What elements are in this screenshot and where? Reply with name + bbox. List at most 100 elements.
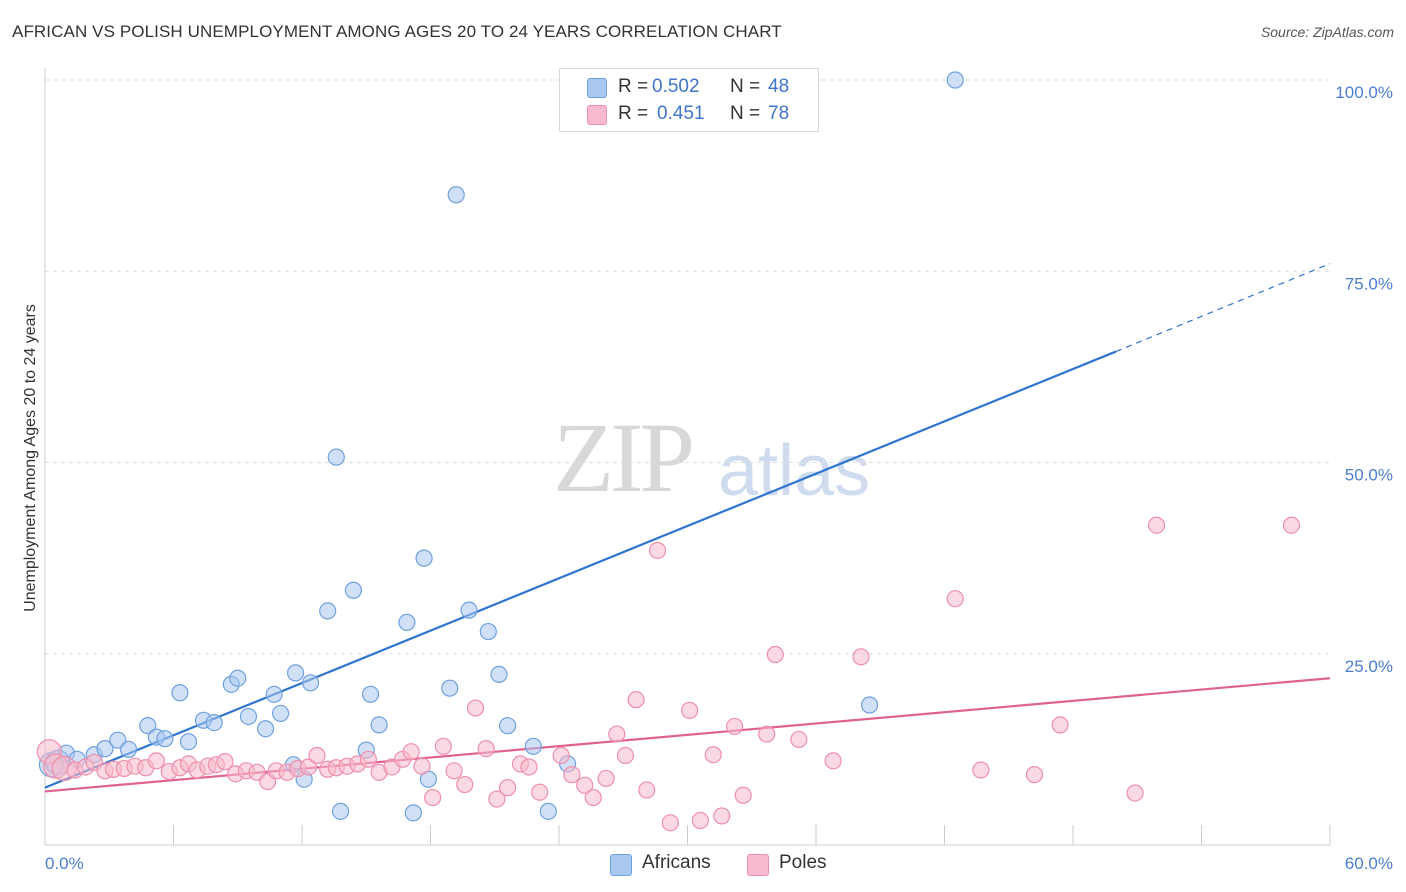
poles-point (627, 691, 645, 709)
poles-point (359, 750, 377, 768)
africans-point (229, 669, 247, 687)
africans-point (539, 802, 557, 820)
poles-point (584, 788, 602, 807)
africans-point (404, 804, 422, 822)
poles-point (402, 743, 420, 761)
y-tick-label: 50.0% (1345, 466, 1393, 485)
y-tick-label: 100.0% (1335, 83, 1393, 102)
watermark-zip: ZIP (553, 402, 695, 513)
legend-row-africans: R = 0.502 N = 48 (560, 73, 818, 101)
grid-lines (45, 79, 1330, 655)
poles-point (608, 725, 626, 743)
r-value: 0.502 (652, 76, 700, 97)
poles-point (413, 757, 431, 775)
poles-point (445, 762, 463, 780)
poles-point (616, 746, 634, 765)
poles-point (638, 781, 656, 799)
africans-point (156, 730, 174, 748)
poles-point (520, 758, 538, 776)
africans-point (265, 685, 283, 703)
poles-swatch (587, 105, 607, 125)
poles-point (824, 752, 842, 770)
y-axis-label: Unemployment Among Ages 20 to 24 years (22, 304, 39, 612)
legend-label: Africans (642, 852, 711, 873)
poles-point (648, 541, 667, 560)
poles-point (424, 788, 442, 807)
legend-row-poles: R = 0.451 N = 78 (560, 100, 818, 128)
poles-point (734, 786, 752, 804)
africans-point (331, 802, 350, 820)
poles-point (216, 753, 234, 771)
n-label: N = (730, 103, 761, 124)
poles-point (499, 779, 517, 797)
poles-point (1147, 516, 1166, 534)
poles-point (456, 775, 474, 794)
poles-point (766, 645, 784, 664)
africans-trend-line (44, 350, 1117, 789)
poles-point (713, 807, 731, 825)
africans-point (447, 186, 465, 204)
africans-point (327, 448, 345, 466)
africans-point (415, 549, 433, 567)
poles-point (661, 814, 679, 832)
axes (44, 68, 1331, 846)
poles-point (552, 746, 570, 765)
n-label: N = (730, 76, 761, 97)
africans-point (256, 720, 275, 738)
africans-point (441, 679, 459, 697)
africans-trend-extension (1115, 263, 1331, 353)
poles-point (758, 725, 776, 743)
africans-point (361, 685, 380, 703)
tick-labels: 25.0% 50.0% 75.0% 100.0% 0.0% 60.0% (45, 83, 1393, 873)
data-points (36, 71, 1301, 832)
poles-point (434, 737, 452, 755)
poles-point (1025, 766, 1044, 784)
watermark-atlas: atlas (718, 431, 871, 511)
poles-point (972, 761, 990, 779)
africans-point (271, 704, 290, 723)
poles-point (147, 752, 165, 770)
africans-point (370, 716, 388, 734)
poles-point (790, 730, 808, 749)
africans-swatch (610, 854, 632, 876)
africans-point (398, 613, 416, 631)
africans-point (460, 601, 478, 619)
africans-point (301, 674, 320, 692)
poles-point (726, 717, 744, 736)
poles-point (946, 590, 964, 608)
africans-point (524, 737, 542, 755)
africans-point (286, 664, 305, 682)
africans-swatch (587, 78, 607, 98)
africans-point (139, 717, 157, 735)
chart-title: AFRICAN VS POLISH UNEMPLOYMENT AMONG AGE… (12, 22, 782, 41)
y-tick-label: 25.0% (1345, 657, 1393, 676)
correlation-legend: R = 0.502 N = 48 R = 0.451 N = 78 (559, 68, 819, 132)
africans-point (179, 733, 198, 751)
africans-point (499, 717, 517, 735)
poles-point (704, 746, 722, 764)
poles-point (531, 783, 549, 801)
africans-point (319, 602, 337, 620)
poles-point (576, 776, 594, 794)
r-label: R = (618, 76, 649, 97)
legend-label: Poles (779, 852, 827, 873)
poles-point (308, 746, 326, 765)
r-label: R = (618, 103, 649, 124)
poles-point (681, 701, 699, 719)
africans-point (119, 740, 138, 758)
poles-point (488, 790, 506, 808)
poles-point (477, 740, 495, 758)
poles-point (1282, 516, 1301, 534)
y-tick-label: 75.0% (1345, 274, 1393, 293)
x-tick-label: 60.0% (1345, 854, 1393, 873)
poles-point (466, 699, 485, 717)
africans-point (239, 707, 258, 726)
africans-point (860, 696, 879, 714)
r-value: 0.451 (657, 103, 705, 124)
poles-swatch (747, 854, 769, 876)
africans-point (479, 622, 497, 641)
source-label: Source: ZipAtlas.com (1260, 24, 1394, 40)
n-value: 48 (768, 76, 790, 97)
poles-point (852, 648, 870, 666)
